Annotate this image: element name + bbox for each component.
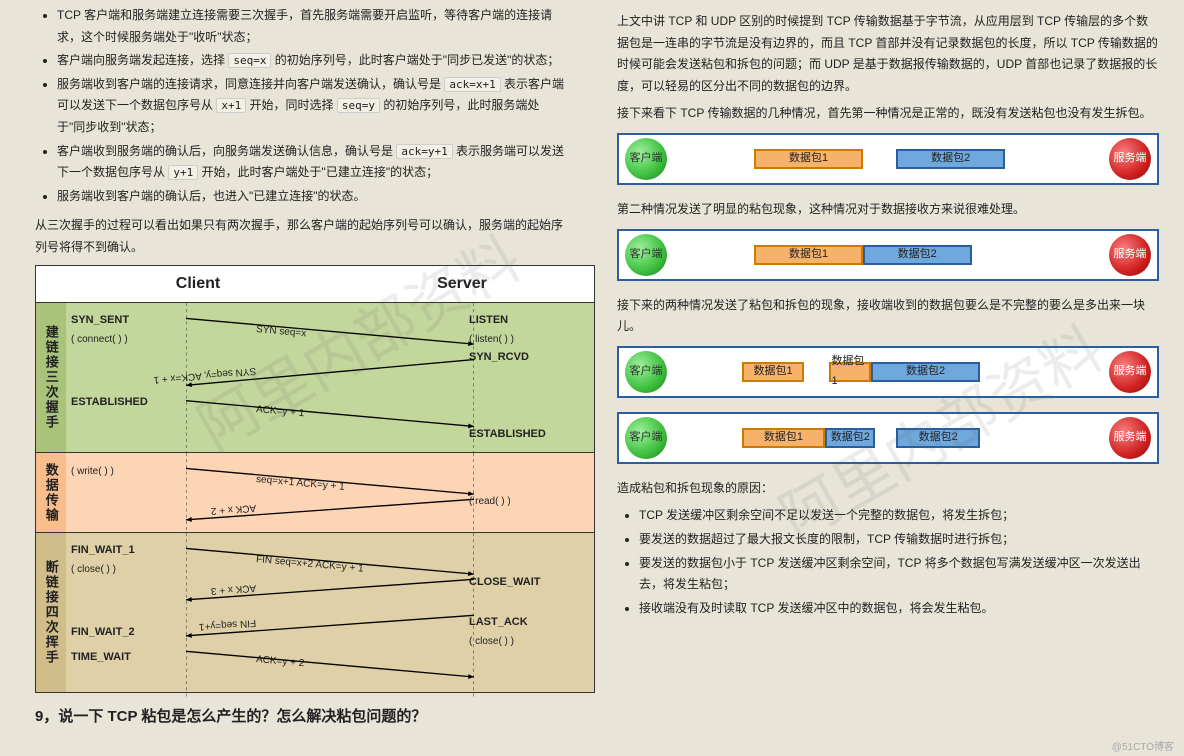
client-node: 客户端 (625, 417, 667, 459)
packet-diagram-1: 客户端 数据包1 数据包2 服务端 (617, 133, 1159, 185)
server-node: 服务端 (1109, 351, 1151, 393)
bullet-item: TCP 客户端和服务端建立连接需要三次握手，首先服务端需要开启监听，等待客户端的… (57, 5, 567, 48)
intro-paragraph: 上文中讲 TCP 和 UDP 区别的时候提到 TCP 传输数据基于字节流，从应用… (617, 11, 1159, 97)
packet: 数据包1 (742, 362, 805, 382)
case3-text: 接下来的两种情况发送了粘包和拆包的现象，接收端收到的数据包要么是不完整的要么是多… (617, 295, 1159, 338)
left-column: TCP 客户端和服务端建立连接需要三次握手，首先服务端需要开启监听，等待客户端的… (0, 0, 592, 756)
cause-item: 接收端没有及时读取 TCP 发送缓冲区中的数据包，将会发生粘包。 (639, 598, 1159, 620)
bullet-item: 客户端收到服务端的确认后，向服务端发送确认信息，确认号是 ack=y+1 表示服… (57, 141, 567, 184)
cause-item: TCP 发送缓冲区剩余空间不足以发送一个完整的数据包，将发生拆包； (639, 505, 1159, 527)
case1-text: 接下来看下 TCP 传输数据的几种情况，首先第一种情况是正常的，既没有发送粘包也… (617, 103, 1159, 125)
right-column: 上文中讲 TCP 和 UDP 区别的时候提到 TCP 传输数据基于字节流，从应用… (592, 0, 1184, 756)
section-label: 数据传输 (36, 453, 66, 532)
client-node: 客户端 (625, 351, 667, 393)
causes-title: 造成粘包和拆包现象的原因： (617, 478, 1159, 500)
section-label: 建链接三次握手 (36, 303, 66, 452)
handshake-bullets: TCP 客户端和服务端建立连接需要三次握手，首先服务端需要开启监听，等待客户端的… (35, 5, 567, 207)
server-node: 服务端 (1109, 234, 1151, 276)
server-node: 服务端 (1109, 138, 1151, 180)
diagram-client-header: Client (66, 266, 330, 303)
packet: 数据包1 (742, 428, 826, 448)
diagram-server-header: Server (330, 266, 594, 303)
packet: 数据包2 (896, 428, 980, 448)
packet: 数据包2 (863, 245, 972, 265)
footer-credit: @51CTO博客 (1112, 738, 1174, 753)
cause-item: 要发送的数据超过了最大报文长度的限制，TCP 传输数据时进行拆包； (639, 529, 1159, 551)
client-node: 客户端 (625, 234, 667, 276)
packet: 数据包2 (825, 428, 875, 448)
packet: 数据包2 (896, 149, 1005, 169)
tcp-handshake-diagram: Client Server 建链接三次握手SYN_SENT( connect( … (35, 265, 595, 694)
bullet-item: 服务端收到客户端的连接请求，同意连接并向客户端发送确认，确认号是 ack=x+1… (57, 74, 567, 139)
bullet-item: 服务端收到客户端的确认后，也进入"已建立连接"的状态。 (57, 186, 567, 208)
packet: 数据包1 (754, 149, 863, 169)
handshake-summary: 从三次握手的过程可以看出如果只有两次握手，那么客户端的起始序列号可以确认，服务端… (35, 215, 567, 258)
packet: 数据包1 (829, 362, 871, 382)
cause-item: 要发送的数据包小于 TCP 发送缓冲区剩余空间，TCP 将多个数据包写满发送缓冲… (639, 553, 1159, 596)
packet: 数据包1 (754, 245, 863, 265)
question-9-title: 9，说一下 TCP 粘包是怎么产生的？怎么解决粘包问题的？ (35, 703, 567, 730)
packet-diagram-3: 客户端数据包1数据包1数据包2服务端 (617, 346, 1159, 398)
bullet-item: 客户端向服务端发起连接，选择 seq=x 的初始序列号，此时客户端处于"同步已发… (57, 50, 567, 72)
packet-diagram-4: 客户端数据包1数据包2数据包2服务端 (617, 412, 1159, 464)
client-node: 客户端 (625, 138, 667, 180)
server-node: 服务端 (1109, 417, 1151, 459)
packet-diagram-2: 客户端 数据包1数据包2 服务端 (617, 229, 1159, 281)
section-label: 断链接四次挥手 (36, 533, 66, 692)
case2-text: 第二种情况发送了明显的粘包现象，这种情况对于数据接收方来说很难处理。 (617, 199, 1159, 221)
packet: 数据包2 (871, 362, 980, 382)
causes-list: TCP 发送缓冲区剩余空间不足以发送一个完整的数据包，将发生拆包；要发送的数据超… (617, 505, 1159, 619)
